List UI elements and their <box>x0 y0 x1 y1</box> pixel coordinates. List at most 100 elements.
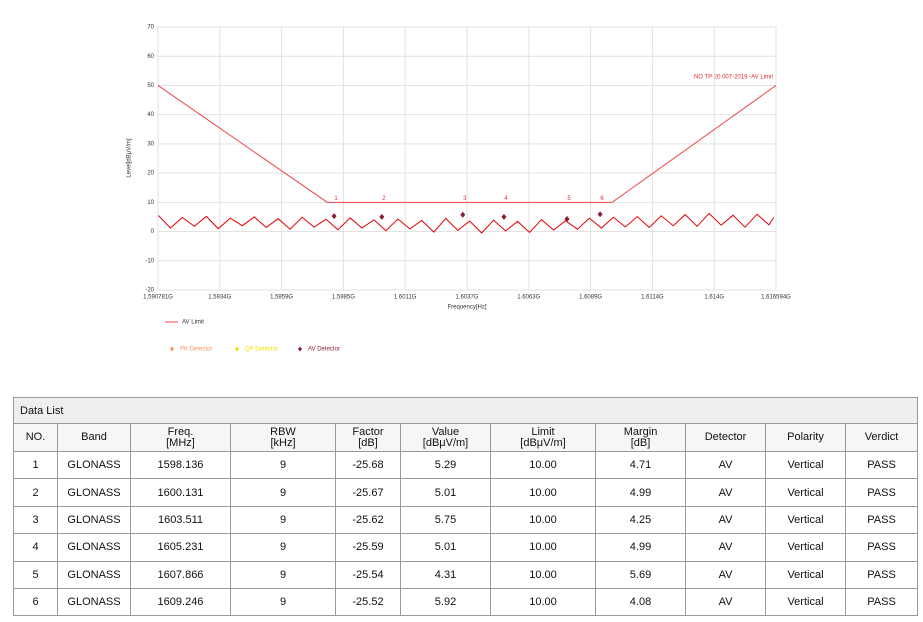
data-cell: PASS <box>844 587 919 617</box>
data-row: 5 GLONASS 1607.866 9 -25.54 4.31 10.00 5.69 AV Ve… <box>13 560 919 589</box>
data-cell: 5 <box>13 560 58 589</box>
y-tick-label: 50 <box>147 83 154 89</box>
header-text: [dB] <box>358 436 378 449</box>
detector-point <box>379 213 385 220</box>
header-cell: Verdict <box>844 423 919 452</box>
data-cell: GLONASS <box>57 587 131 617</box>
data-cell: AV <box>685 587 766 617</box>
data-cell: 1607.866 <box>130 560 231 589</box>
legend-label: QP Detector <box>245 347 278 353</box>
header-text: Verdict <box>864 431 899 443</box>
x-tick-label: 1.5985G <box>332 295 355 301</box>
data-cell: 5.92 <box>400 587 491 617</box>
x-tick-label: 1.6063G <box>517 295 540 301</box>
data-cell: 1600.131 <box>130 478 231 507</box>
data-row: 4 GLONASS 1605.231 9 -25.59 5.01 10.00 4.99 AV Ve… <box>13 533 919 562</box>
data-cell: 9 <box>230 560 336 589</box>
data-cell: PASS <box>844 450 919 480</box>
header-text: Freq. <box>167 425 194 438</box>
data-cell: 3 <box>13 505 58 535</box>
table-title: Data List <box>12 397 919 424</box>
x-tick-label: 1.6037G <box>455 295 478 301</box>
data-cell: 4.99 <box>595 478 686 507</box>
data-cell: 6 <box>13 587 58 617</box>
trace-line <box>158 212 775 234</box>
data-cell: GLONASS <box>57 533 131 562</box>
header-text: Limit <box>531 425 555 438</box>
header-cell: RBW [kHz] <box>230 423 336 452</box>
data-cell: 4.25 <box>595 505 686 535</box>
data-cell: 4.31 <box>400 560 491 589</box>
title-row: Data List <box>12 397 919 424</box>
data-cell: 2 <box>13 478 58 507</box>
data-cell: -25.54 <box>335 560 401 589</box>
legend-marker <box>298 346 302 352</box>
chart: Level[dBμV/m] Frequency[Hz] NO TP 20.007… <box>127 25 792 353</box>
y-tick-label: -10 <box>145 258 154 264</box>
data-cell: AV <box>685 478 766 507</box>
header-row: NO. Band Freq. [MHz] RBW [kHz] Factor [dB] Value… <box>13 423 919 452</box>
legend-marker <box>170 346 174 352</box>
data-row: 3 GLONASS 1603.511 9 -25.62 5.75 10.00 4.25 AV Ve… <box>13 505 919 535</box>
header-cell: NO. <box>13 423 58 452</box>
data-cell: 1 <box>13 450 58 480</box>
x-axis-label: Frequency[Hz] <box>447 305 486 311</box>
data-row: 2 GLONASS 1600.131 9 -25.67 5.01 10.00 4.99 AV Ve… <box>13 478 919 507</box>
data-cell: PASS <box>844 533 919 562</box>
data-table: Data List NO. Band Freq. [MHz] RBW [kHz] Factor… <box>12 397 919 617</box>
detector-point <box>597 211 603 218</box>
detector-point <box>501 213 507 220</box>
header-text: [dBμV/m] <box>422 436 469 449</box>
data-cell: AV <box>685 505 766 535</box>
data-cell: 9 <box>230 450 336 480</box>
data-cell: PASS <box>844 505 919 535</box>
data-cell: 1603.511 <box>130 505 231 535</box>
data-cell: 5.69 <box>595 560 686 589</box>
data-cell: 10.00 <box>490 478 596 507</box>
data-cell: 4.71 <box>595 450 686 480</box>
data-cell: 9 <box>230 587 336 617</box>
legend-label: AV Detector <box>308 347 340 353</box>
data-cell: Vertical <box>765 478 846 507</box>
x-tick-label: 1.6011G <box>394 295 417 301</box>
y-tick-label: 10 <box>147 200 154 206</box>
detector-point <box>460 211 466 218</box>
data-cell: AV <box>685 560 766 589</box>
data-cell: 5.01 <box>400 533 491 562</box>
detector-point <box>331 213 337 220</box>
x-tick-label: 1.614G <box>704 295 724 301</box>
header-text: Value <box>431 425 460 438</box>
y-tick-label: 40 <box>147 112 154 118</box>
header-text: NO. <box>25 431 46 443</box>
point-label: 5 <box>567 196 571 202</box>
x-tick-label: 1.6114G <box>641 295 664 301</box>
y-tick-label: 60 <box>147 54 154 60</box>
y-axis-label: Level[dBμV/m] <box>127 138 133 177</box>
x-tick-label: 1.6089G <box>579 295 602 301</box>
data-cell: 10.00 <box>490 587 596 617</box>
data-cell: Vertical <box>765 533 846 562</box>
data-cell: -25.68 <box>335 450 401 480</box>
data-cell: 10.00 <box>490 450 596 480</box>
legend-label: PK Detector <box>180 347 212 353</box>
y-tick-label: -20 <box>145 288 154 294</box>
point-label: 6 <box>600 196 604 202</box>
annotation: NO TP 20.007-2019 -AV Limit <box>694 75 773 81</box>
header-cell: Factor [dB] <box>335 423 401 452</box>
point-label: 2 <box>382 196 386 202</box>
y-tick-label: 30 <box>147 141 154 147</box>
data-row: 1 GLONASS 1598.136 9 -25.68 5.29 10.00 4.71 AV Ve… <box>13 450 919 480</box>
header-text: [dB] <box>630 436 651 449</box>
y-tick-label: 70 <box>147 25 154 31</box>
data-cell: 1609.246 <box>130 587 231 617</box>
point-label: 4 <box>504 196 508 202</box>
data-cell: GLONASS <box>57 450 131 480</box>
y-tick-label: 20 <box>147 171 154 177</box>
header-cell: Band <box>57 423 131 452</box>
data-cell: Vertical <box>765 587 846 617</box>
data-cell: -25.67 <box>335 478 401 507</box>
point-label: 3 <box>463 196 467 202</box>
header-cell: Polarity <box>765 423 846 452</box>
legend-label: AV Limit <box>182 320 204 326</box>
